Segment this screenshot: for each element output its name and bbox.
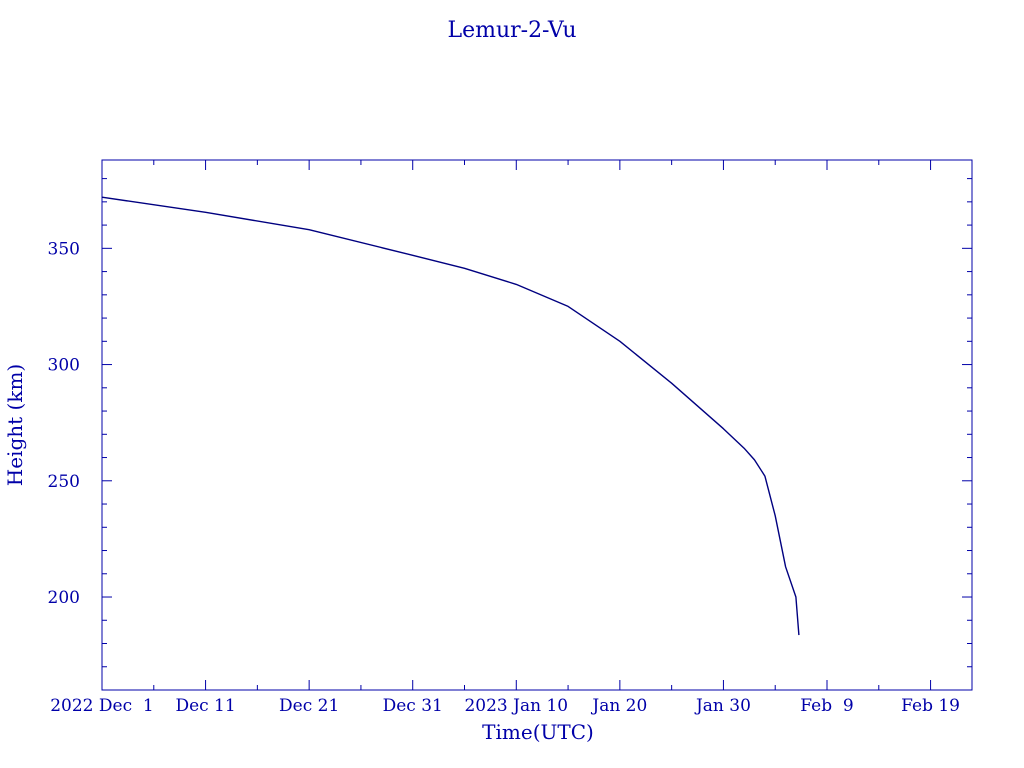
y-axis-label: Height (km) (3, 364, 27, 486)
x-tick-label: Jan 20 (590, 696, 647, 716)
x-tick-label: Feb 9 (800, 696, 853, 716)
x-tick-label: Dec 11 (175, 696, 235, 716)
x-tick-label: Feb 19 (901, 696, 960, 716)
x-tick-label: Dec 21 (279, 696, 339, 716)
x-tick-label: 2022 Dec 1 (50, 696, 154, 716)
y-tick-label: 300 (48, 356, 80, 376)
height-series-line (101, 196, 800, 636)
plot-frame (101, 159, 973, 691)
y-tick-label: 200 (48, 588, 80, 608)
x-axis-label: Time(UTC) (482, 720, 594, 744)
x-tick-label: 2023 Jan 10 (464, 696, 568, 716)
y-tick-label: 350 (48, 239, 80, 259)
x-tick-label: Jan 30 (694, 696, 751, 716)
chart-title: Lemur-2-Vu (447, 18, 576, 43)
x-tick-label: Dec 31 (383, 696, 443, 716)
y-tick-label: 250 (48, 472, 80, 492)
